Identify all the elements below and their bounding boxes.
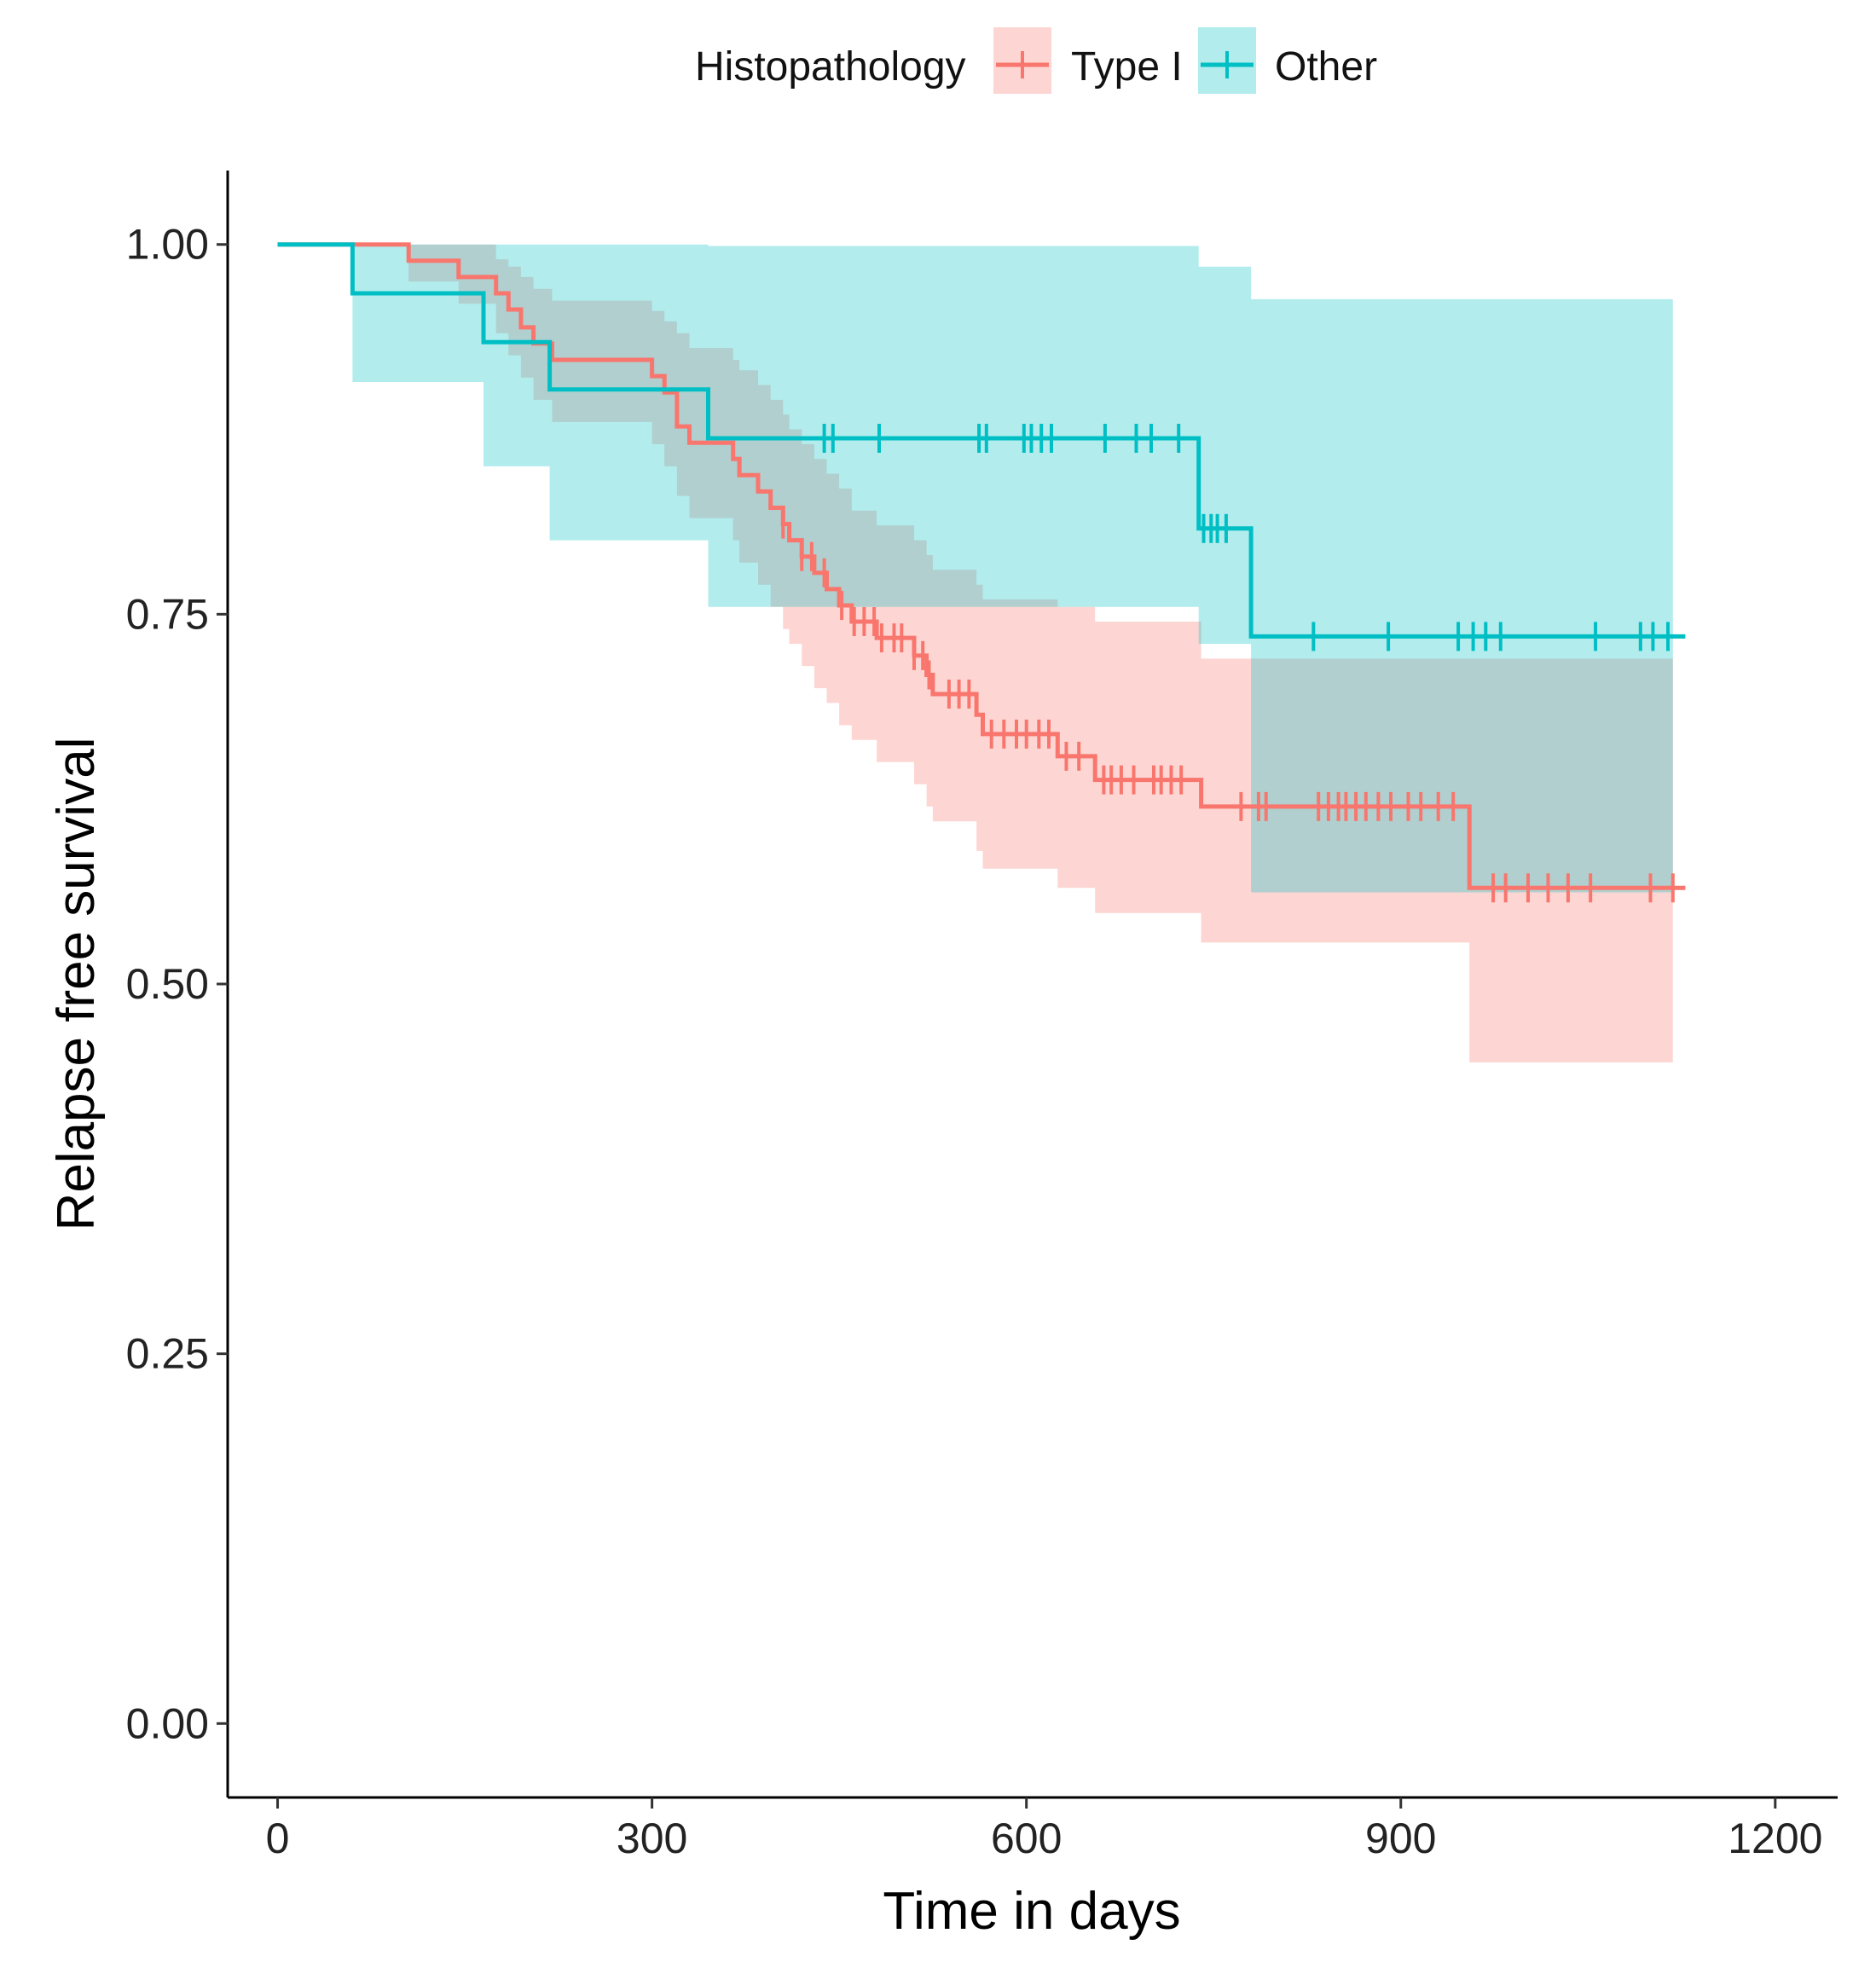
x-ticks: 0 300 600 900 1200 [266, 1797, 1822, 1862]
y-tick-label: 0.50 [126, 960, 209, 1008]
x-tick-label: 1200 [1728, 1815, 1822, 1862]
x-tick-label: 900 [1365, 1815, 1436, 1862]
y-tick-label: 0.75 [126, 590, 209, 638]
confidence-band-type-i [277, 244, 1673, 1062]
y-tick-label: 0.25 [126, 1330, 209, 1378]
x-tick-label: 600 [991, 1815, 1062, 1862]
x-axis-title: Time in days [883, 1882, 1180, 1941]
x-tick-label: 0 [266, 1815, 290, 1862]
y-tick-label: 0.00 [126, 1699, 209, 1747]
censor-marks [781, 424, 1675, 903]
legend-label-other: Other [1275, 44, 1377, 90]
y-tick-label: 1.00 [126, 221, 209, 269]
survival-curve-other [277, 242, 1686, 639]
survival-curve-type-i [277, 242, 1686, 890]
legend-title: Histopathology [695, 44, 966, 90]
y-ticks: 0.00 0.25 0.50 0.75 1.00 [126, 221, 228, 1747]
legend-label-type-i: Type I [1071, 44, 1183, 90]
y-axis-title: Relapse free survival [47, 738, 106, 1231]
survival-curves [277, 242, 1686, 890]
x-tick-label: 300 [617, 1815, 687, 1862]
confidence-band-other [277, 244, 1673, 893]
legend: Histopathology Type I Other [695, 27, 1377, 94]
confidence-bands [277, 244, 1673, 1062]
